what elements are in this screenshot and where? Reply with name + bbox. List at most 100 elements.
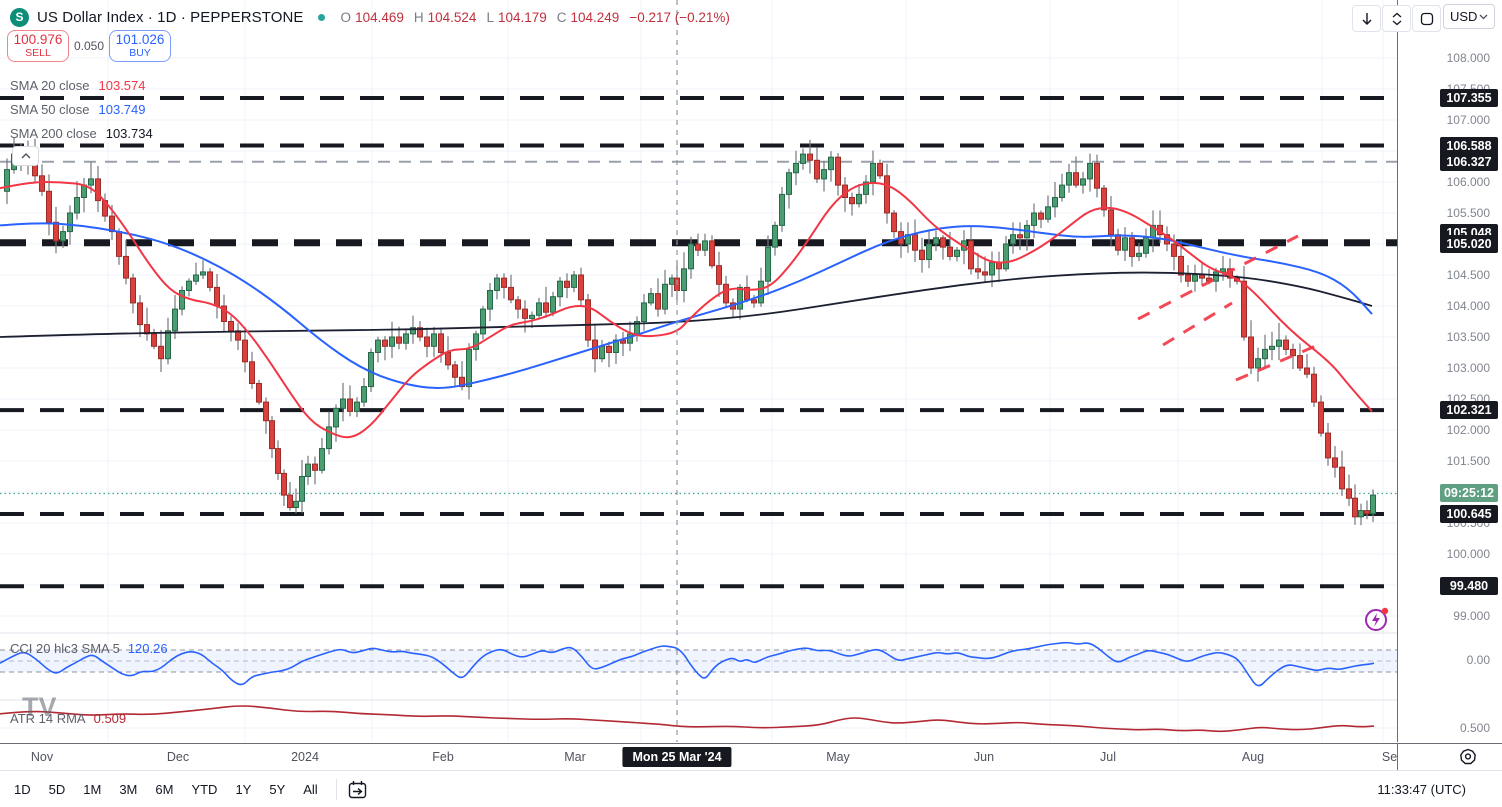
ohlc-c-value: 104.249 [570,9,620,25]
ohlc-l-label: L [486,9,494,25]
indicator-row-sma50[interactable]: SMA 50 close 103.749 [10,102,146,117]
symbol-title[interactable]: US Dollar Index · 1D · PEPPERSTONE [37,8,304,26]
sma20-line [0,180,1373,439]
time-axis-month-label: Jul [1100,750,1116,764]
range-button-5d[interactable]: 5D [48,782,66,797]
ohlc-h-value: 104.524 [427,9,477,25]
sma200-name: SMA 200 close [10,126,97,141]
price-level-label[interactable]: 102.321 [1440,401,1498,420]
time-axis-month-label: Feb [432,750,454,764]
range-button-ytd[interactable]: YTD [191,782,218,797]
sma50-name: SMA 50 close [10,102,90,117]
time-axis[interactable]: Nov Dec 2024 Feb Mar May Jun Jul Aug Sep Mon 25 Ma… [0,743,1404,770]
currency-chevron-icon [1479,14,1488,19]
sma50-line [0,222,1373,389]
price-level-label[interactable]: 100.645 [1440,505,1498,523]
price-level-label[interactable]: 106.588 [1440,136,1498,155]
time-axis-month-label: Mar [564,750,586,764]
atr-name: ATR 14 RMA [10,711,86,726]
go-to-date-button[interactable] [347,779,368,800]
symbol-logo: S [10,7,29,27]
legend-collapse-button[interactable] [12,146,39,166]
axis-settings-button[interactable] [1458,747,1478,772]
range-button-1y[interactable]: 1Y [235,782,252,797]
price-level-label[interactable]: 107.355 [1440,88,1498,107]
indicator-row-sma20[interactable]: SMA 20 close 103.574 [10,78,146,93]
trade-panel: 100.976 SELL 0.050 101.026 BUY [7,30,171,62]
price-axis-tick: 105.500 [1446,206,1490,220]
range-button-3m[interactable]: 3M [119,782,138,797]
range-button-all[interactable]: All [303,782,318,797]
time-axis-month-label: Nov [30,750,54,764]
ohlc-o-value: 104.469 [355,9,404,25]
utc-clock[interactable]: 11:33:47 (UTC) [1377,782,1466,797]
sma20-value: 103.574 [98,78,146,93]
price-level-label[interactable]: 106.327 [1440,152,1498,171]
range-button-6m[interactable]: 6M [155,782,174,797]
bottom-toolbar: 1D 5D 1M 3M 6M YTD 1Y 5Y All 11:33:47 (UTC) [0,770,1502,807]
buy-button[interactable]: 101.026 BUY [109,30,171,62]
cci-name: CCI 20 hlc3 SMA 5 [10,641,120,656]
chart-canvas[interactable] [0,0,1397,747]
sma20-name: SMA 20 close [10,78,90,93]
bar-countdown-label: 09:25:12 [1440,484,1498,503]
price-level-label[interactable]: 99.480 [1440,577,1498,596]
time-axis-month-label: Dec [166,750,190,764]
scroll-to-recent-button[interactable] [1352,5,1381,32]
collapse-panes-icon [1392,12,1401,25]
buy-price: 101.026 [115,32,165,48]
sell-label: SELL [25,46,51,59]
time-axis-month-label: Jun [973,750,995,764]
cci-line [0,641,1375,687]
price-axis-tick: 108.000 [1446,51,1490,65]
trend-channel-line [1162,301,1233,347]
range-button-5y[interactable]: 5Y [269,782,286,797]
sma200-value: 103.734 [105,126,153,141]
range-button-1d[interactable]: 1D [14,782,31,797]
toolbar-divider [335,779,337,800]
collapse-panes-button[interactable] [1382,5,1411,32]
scroll-to-recent-icon [1362,12,1371,25]
buy-label: BUY [129,46,151,59]
ohlc-o-label: O [340,9,352,25]
trend-channel-line [1235,343,1319,382]
legend-collapse-chevron-icon [21,153,30,159]
price-axis-tick: 104.500 [1446,268,1490,282]
sell-button[interactable]: 100.976 SELL [7,30,69,62]
candles-layer [4,137,1376,526]
atr-axis-tick: 0.500 [1459,721,1490,735]
indicator-row-atr[interactable]: ATR 14 RMA 0.509 [10,711,126,726]
ohlc-h-label: H [413,9,424,25]
spread-value: 0.050 [73,39,105,53]
indicator-row-cci[interactable]: CCI 20 hlc3 SMA 5 120.26 [10,641,168,656]
cci-axis-tick: 0.00 [1466,653,1490,667]
price-axis[interactable]: USD 108.000107.500107.000106.500106.0001… [1397,0,1502,742]
cci-value: 120.26 [127,641,168,656]
sma200-line [0,271,1373,338]
ohlc-l-value: 104.179 [497,9,547,25]
time-axis-month-label: May [826,750,850,764]
ohlc-readout: O 104.469 H 104.524 L 104.179 C 104.249 −0.2… [341,10,736,25]
settings-gear-icon [1460,748,1476,765]
price-axis-tick: 104.000 [1446,299,1490,313]
time-axis-month-label: 2024 [291,750,319,764]
currency-label: USD [1450,9,1478,24]
sma50-value: 103.749 [98,102,146,117]
ohlc-c-label: C [556,9,567,25]
price-axis-tick: 99.000 [1453,609,1490,623]
atr-value: 0.509 [93,711,127,726]
fullscreen-icon [1420,12,1433,25]
price-axis-tick: 106.000 [1446,175,1490,189]
indicator-row-sma200[interactable]: SMA 200 close 103.734 [10,126,153,141]
crosshair-date-label: Mon 25 Mar '24 [622,747,732,767]
sell-price: 100.976 [13,32,63,48]
fullscreen-button[interactable] [1412,5,1441,32]
price-level-label[interactable]: 105.020 [1440,234,1498,253]
events-button[interactable] [1363,605,1391,633]
currency-selector[interactable]: USD [1443,4,1495,29]
ohlc-change: −0.217 (−0.21%) [629,9,730,25]
price-axis-tick: 101.500 [1446,454,1490,468]
range-button-1m[interactable]: 1M [83,782,102,797]
price-axis-tick: 103.000 [1446,361,1490,375]
